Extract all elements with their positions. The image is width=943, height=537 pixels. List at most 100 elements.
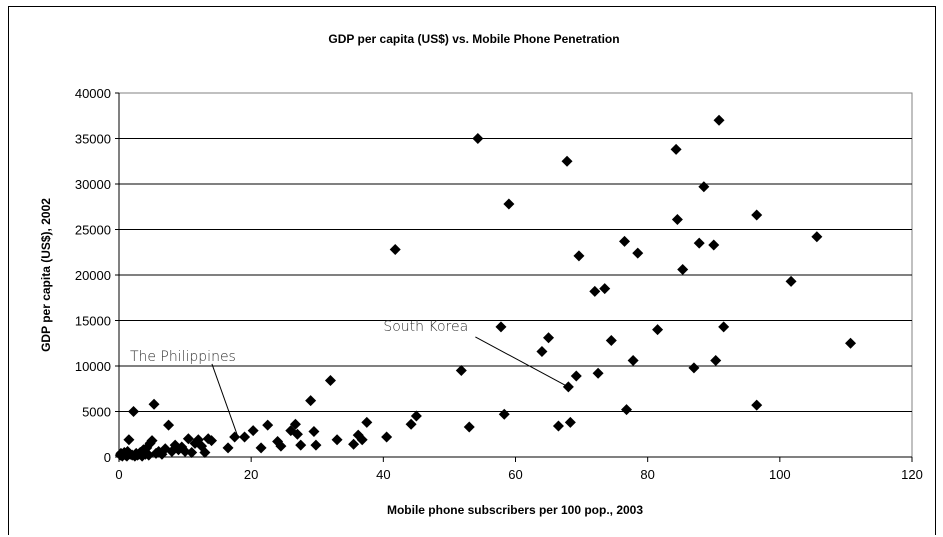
y-tick-label: 15000 (75, 314, 111, 329)
data-point (389, 244, 401, 256)
x-tick-label: 60 (508, 467, 522, 482)
data-point (255, 442, 267, 454)
data-point (310, 439, 322, 451)
data-point (561, 155, 573, 167)
data-point (670, 143, 682, 155)
y-tick-label: 25000 (75, 223, 111, 238)
data-point (503, 198, 515, 210)
data-point (652, 324, 664, 336)
data-point (229, 431, 241, 443)
data-point (199, 446, 211, 458)
data-point (128, 406, 140, 417)
data-point (708, 239, 720, 251)
y-tick-label: 20000 (75, 268, 111, 283)
data-point (619, 235, 631, 247)
data-point (632, 247, 644, 259)
data-point (455, 365, 467, 377)
data-point (410, 410, 422, 422)
data-point (498, 408, 510, 420)
data-point (785, 275, 797, 287)
data-point (308, 426, 320, 438)
data-point (405, 418, 417, 430)
data-point (361, 416, 373, 428)
data-point (262, 419, 274, 431)
data-point (324, 375, 336, 387)
y-tick-label: 0 (104, 450, 111, 465)
y-tick-label: 35000 (75, 132, 111, 147)
data-point (247, 425, 259, 437)
data-point (179, 446, 191, 458)
data-point (552, 420, 564, 432)
data-point (713, 114, 725, 126)
data-point (239, 431, 251, 443)
data-point (589, 285, 601, 297)
data-point (291, 428, 303, 440)
data-points (114, 114, 857, 462)
data-point (811, 231, 823, 243)
data-point (495, 321, 507, 333)
data-point (627, 355, 639, 367)
data-point (463, 421, 475, 433)
data-point (289, 418, 301, 430)
data-point (599, 283, 611, 295)
annotation-label: South Korea (383, 319, 468, 335)
data-point (543, 332, 555, 344)
data-point (573, 250, 585, 262)
data-point (275, 440, 287, 452)
annotation-label: The Philippines (130, 349, 236, 365)
data-point (163, 419, 175, 431)
data-point (688, 362, 700, 374)
data-point (562, 381, 574, 393)
chart-title: GDP per capita (US$) vs. Mobile Phone Pe… (328, 32, 619, 46)
data-point (621, 404, 633, 416)
data-point (671, 213, 683, 225)
y-tick-label: 30000 (75, 177, 111, 192)
data-point (295, 439, 307, 451)
y-axis-label: GDP per capita (US$), 2002 (39, 198, 53, 352)
data-point (356, 434, 368, 446)
data-point (751, 209, 763, 221)
data-point (718, 321, 730, 333)
x-axis-label: Mobile phone subscribers per 100 pop., 2… (387, 503, 643, 517)
x-tick-label: 100 (769, 467, 791, 482)
chart-frame (8, 6, 936, 535)
x-tick-label: 0 (115, 467, 122, 482)
data-point (206, 435, 218, 447)
x-tick-label: 40 (376, 467, 390, 482)
data-point (123, 434, 135, 446)
data-point (710, 355, 722, 367)
data-point (605, 335, 617, 347)
data-point (536, 345, 548, 357)
data-point (381, 431, 393, 443)
data-point (182, 433, 194, 445)
data-point (148, 398, 160, 410)
axis-ticks: 0 5000 10000 15000 20000 25000 30000 35000 40000… (75, 86, 923, 482)
data-point (592, 367, 604, 379)
data-point (751, 399, 763, 411)
data-point (331, 434, 343, 446)
x-tick-label: 120 (901, 467, 923, 482)
data-point (305, 395, 317, 407)
annotation-leader-line (475, 336, 569, 388)
annotation-leaders (211, 336, 569, 438)
data-point (693, 237, 705, 249)
y-tick-label: 5000 (82, 405, 111, 420)
data-point (698, 181, 710, 193)
gridlines (119, 138, 912, 412)
data-point (472, 133, 484, 144)
data-point (564, 416, 576, 428)
y-tick-label: 40000 (75, 86, 111, 101)
data-point (186, 446, 198, 458)
x-tick-label: 80 (640, 467, 654, 482)
data-point (222, 442, 234, 454)
data-point (146, 435, 158, 447)
y-tick-label: 10000 (75, 359, 111, 374)
annotations: South Korea The Philippines (130, 319, 468, 365)
data-point (348, 438, 360, 450)
data-point (677, 264, 689, 276)
data-point (845, 337, 857, 349)
annotation-leader-line (211, 363, 239, 438)
data-point (570, 370, 582, 382)
x-tick-label: 20 (244, 467, 258, 482)
